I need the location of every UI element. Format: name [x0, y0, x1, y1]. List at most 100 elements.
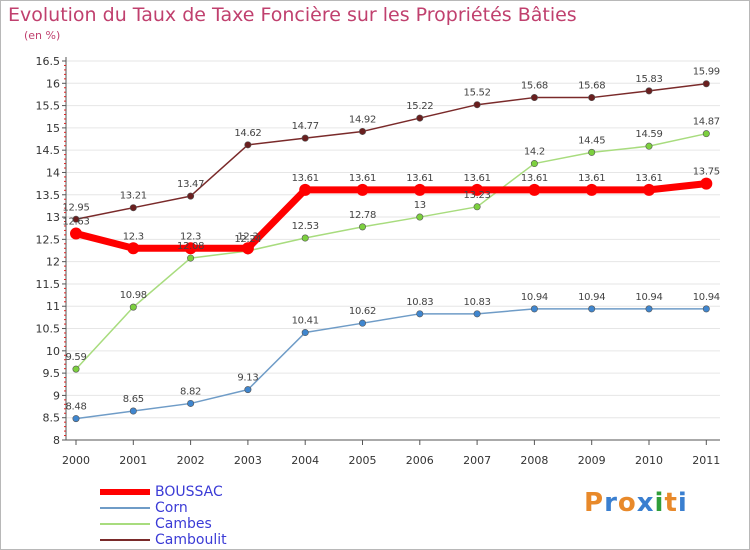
data-point-boussac [356, 183, 369, 196]
y-minor-tick [64, 435, 66, 437]
y-tick-label: 9.5 [43, 367, 61, 380]
data-label-corn: 10.62 [349, 306, 376, 317]
data-label-cambes: 12.24 [234, 234, 261, 245]
x-tick-label: 2010 [635, 454, 663, 467]
y-minor-tick [64, 274, 66, 276]
logo-letter: i [654, 488, 665, 518]
legend-item-cambes: Cambes [100, 516, 260, 532]
data-label-boussac: 12.63 [62, 217, 89, 228]
data-label-cambes: 13 [414, 200, 426, 211]
data-point-corn [244, 386, 252, 394]
data-point-corn [588, 305, 596, 313]
y-tick-label: 14 [46, 166, 60, 179]
x-tick-label: 2011 [692, 454, 720, 467]
y-minor-tick [64, 189, 66, 191]
legend-label-boussac: BOUSSAC [155, 484, 223, 500]
logo-letter: x [636, 488, 655, 518]
data-point-boussac [700, 177, 713, 190]
y-minor-tick [64, 385, 66, 387]
y-tick-label: 12.5 [36, 233, 61, 246]
data-label-cambes: 12.08 [177, 241, 204, 252]
data-point-camboulit [645, 87, 653, 95]
data-point-cambes [129, 303, 137, 311]
data-label-corn: 10.94 [635, 292, 662, 303]
data-label-boussac: 13.61 [635, 173, 662, 184]
y-minor-tick [64, 163, 66, 165]
data-label-camboulit: 13.21 [120, 191, 147, 202]
y-minor-tick [64, 287, 66, 289]
y-minor-tick [64, 408, 66, 410]
data-point-cambes [301, 234, 309, 242]
y-minor-tick [64, 310, 66, 312]
legend-item-corn: Corn [100, 500, 260, 516]
y-minor-tick [64, 78, 66, 80]
data-label-corn: 10.83 [406, 297, 433, 308]
y-minor-tick [64, 225, 66, 227]
data-point-camboulit [72, 215, 80, 223]
legend-swatch-corn [100, 507, 150, 509]
y-minor-tick [64, 96, 66, 98]
data-label-cambes: 12.53 [292, 221, 319, 232]
data-label-camboulit: 15.22 [406, 101, 433, 112]
data-label-boussac: 12.3 [180, 231, 201, 242]
y-tick-label: 11 [46, 300, 60, 313]
data-label-corn: 9.13 [237, 373, 258, 384]
y-tick-label: 13 [46, 211, 60, 224]
y-tick-label: 15.5 [36, 100, 61, 113]
x-tick-label: 2008 [520, 454, 548, 467]
data-point-boussac [528, 183, 541, 196]
data-label-boussac: 13.61 [406, 173, 433, 184]
x-tick-label: 2002 [177, 454, 205, 467]
data-point-camboulit [244, 141, 252, 149]
data-label-camboulit: 15.52 [464, 88, 491, 99]
y-tick-label: 8.5 [43, 412, 61, 425]
y-minor-tick [64, 301, 66, 303]
data-point-boussac [184, 242, 197, 255]
data-label-cambes: 9.59 [65, 352, 86, 363]
data-label-boussac: 13.61 [578, 173, 605, 184]
data-point-cambes [645, 142, 653, 150]
y-minor-tick [64, 154, 66, 156]
y-minor-tick [64, 221, 66, 223]
y-minor-tick [64, 109, 66, 111]
data-point-corn [358, 319, 366, 327]
y-minor-tick [64, 252, 66, 254]
logo-letter: t [664, 488, 678, 518]
data-label-camboulit: 14.92 [349, 114, 376, 125]
y-minor-tick [64, 198, 66, 200]
data-label-cambes: 14.87 [693, 117, 720, 128]
data-point-corn [645, 305, 653, 313]
y-tick-label: 12 [46, 256, 60, 269]
y-minor-tick [64, 131, 66, 133]
data-label-boussac: 13.61 [349, 173, 376, 184]
y-minor-tick [64, 122, 66, 124]
y-tick-label: 16.5 [36, 55, 61, 68]
data-label-corn: 8.82 [180, 386, 201, 397]
data-label-corn: 10.83 [464, 297, 491, 308]
y-minor-tick [64, 332, 66, 334]
y-minor-tick [64, 341, 66, 343]
y-minor-tick [64, 229, 66, 231]
y-minor-tick [64, 278, 66, 280]
y-minor-tick [64, 180, 66, 182]
y-minor-tick [64, 167, 66, 169]
data-label-cambes: 12.78 [349, 210, 376, 221]
y-minor-tick [64, 243, 66, 245]
data-point-corn [702, 305, 710, 313]
logo-letter: P [584, 488, 605, 518]
data-label-cambes: 10.98 [120, 290, 147, 301]
data-point-camboulit [702, 80, 710, 88]
data-label-cambes: 14.2 [524, 147, 545, 158]
data-point-corn [530, 305, 538, 313]
y-tick-label: 11.5 [36, 278, 61, 291]
y-minor-tick [64, 363, 66, 365]
y-minor-tick [64, 390, 66, 392]
data-point-boussac [413, 183, 426, 196]
y-minor-tick [64, 212, 66, 214]
y-minor-tick [64, 359, 66, 361]
y-minor-tick [64, 118, 66, 120]
y-minor-tick [64, 368, 66, 370]
x-tick-label: 2003 [234, 454, 262, 467]
y-minor-tick [64, 412, 66, 414]
y-minor-tick [64, 265, 66, 267]
